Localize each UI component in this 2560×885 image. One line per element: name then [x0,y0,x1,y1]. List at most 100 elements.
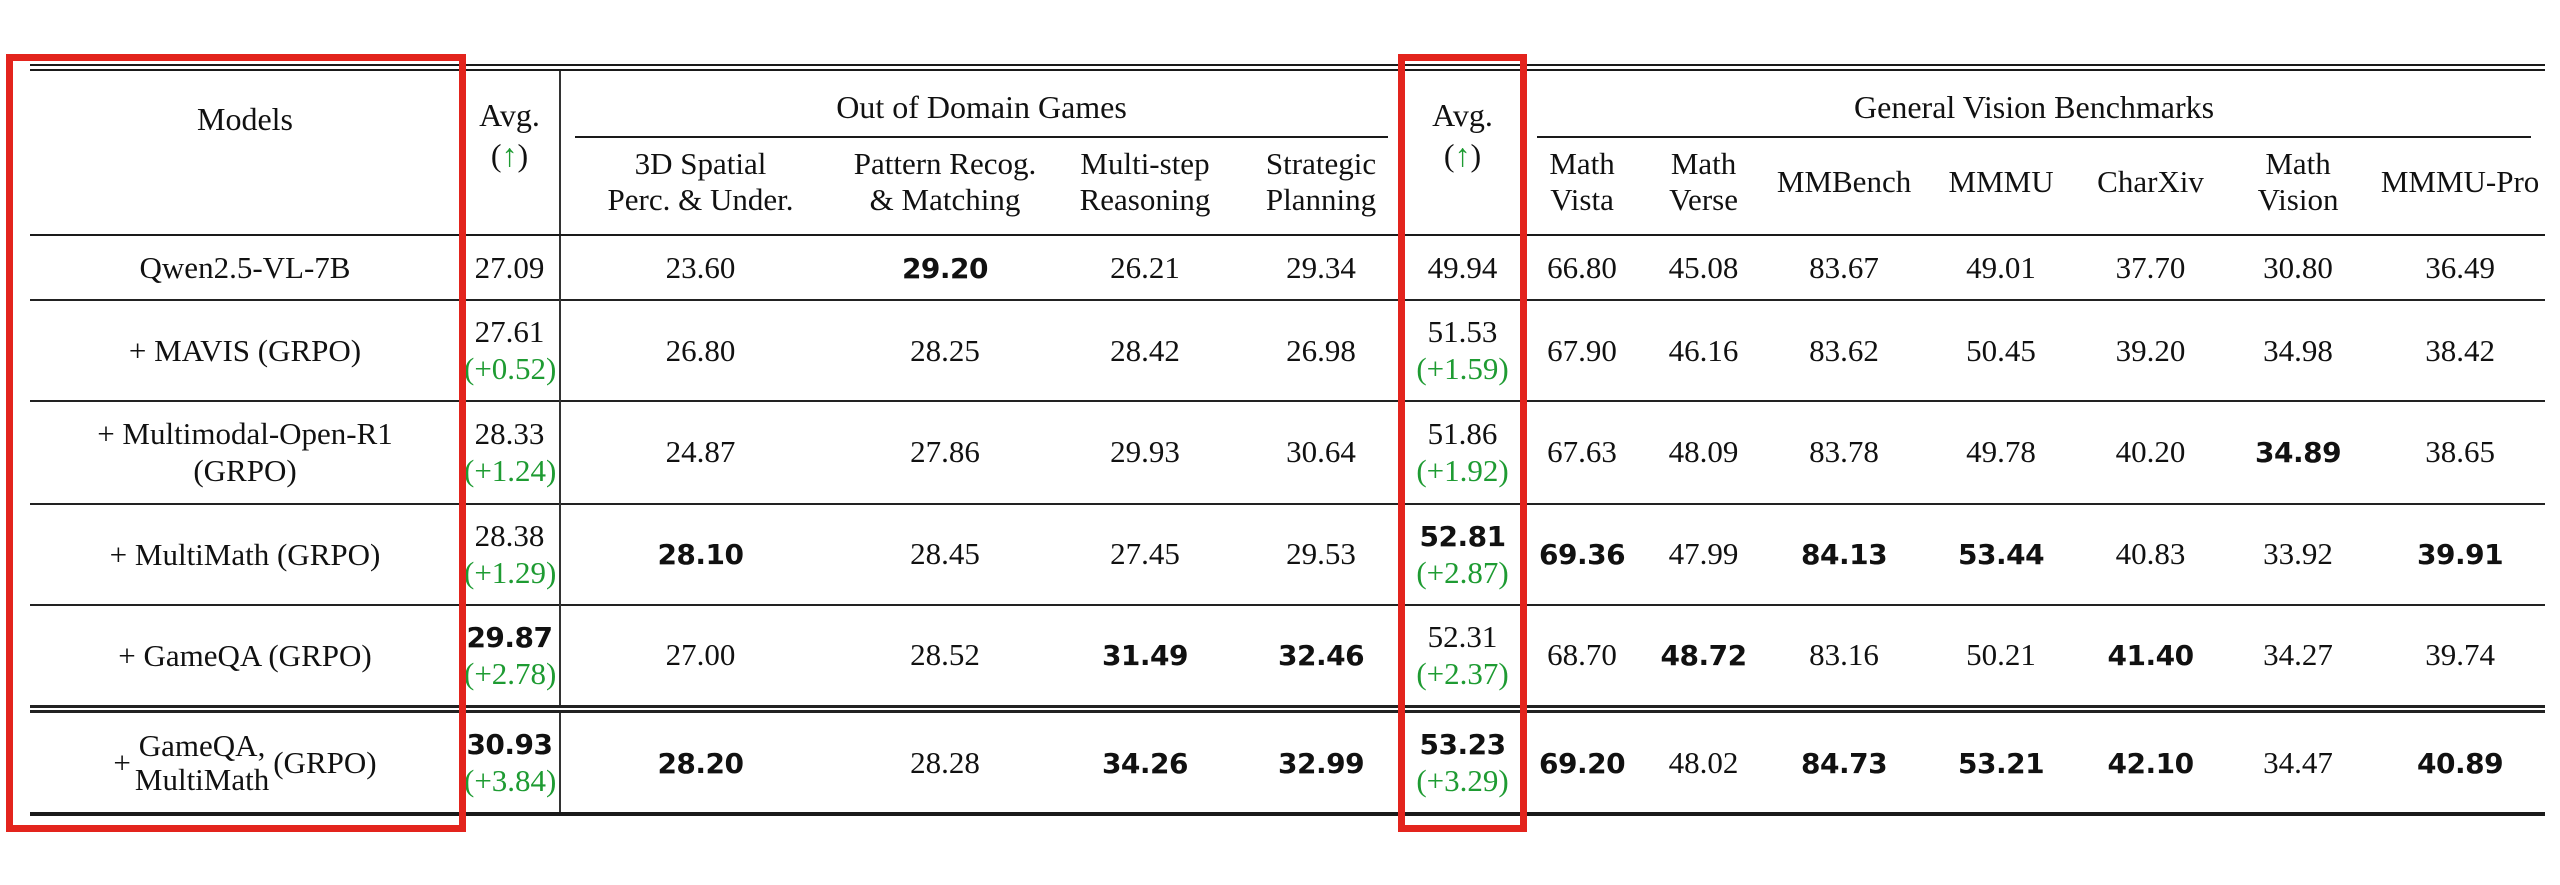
score-value: 40.83 [2115,536,2186,572]
score-value: 23.60 [665,249,736,285]
model-name-cell: + Multimodal-Open-R1 (GRPO) [30,400,460,504]
score-cell: 27.86 [840,400,1050,504]
score-value: 34.26 [1101,746,1189,780]
avg-games-header: Avg. (↑) [460,67,560,236]
score-cell: 36.49 [2375,235,2545,300]
column-header-mmmu: MMMU [1922,138,2081,236]
score-cell: 38.42 [2375,299,2546,402]
score-value: 27.61 [474,314,545,350]
score-value: 51.86 [1427,415,1498,451]
score-cell: 34.47 [2221,705,2376,815]
score-value: 66.80 [1547,249,1617,285]
delta-value: (+1.59) [1416,351,1509,387]
score-cell: 27.09 [460,235,560,300]
score-cell: 29.20 [840,235,1050,300]
score-value: 33.92 [2263,536,2333,572]
column-header-mathvision: Math Vision [2221,138,2376,236]
score-cell: 28.28 [840,705,1050,815]
score-value: 51.53 [1427,314,1498,350]
score-cell: 28.25 [840,299,1050,402]
delta-value: (+1.29) [464,554,557,590]
score-cell: 49.78 [1922,400,2081,504]
vision-group-label: General Vision Benchmarks [1854,89,2215,125]
delta-value: (+2.78) [464,655,557,691]
score-value: 48.72 [1660,639,1748,673]
score-value: 28.20 [657,746,744,780]
score-cell: 46.16 [1641,299,1767,402]
score-value: 28.28 [910,744,980,780]
model-name-line: GameQA, [138,728,266,764]
games-group-label: Out of Domain Games [836,89,1127,125]
table-row: Qwen2.5-VL-7B 27.09 23.60 29.20 26.21 29.34 49… [30,234,2545,301]
score-cell: 50.21 [1922,603,2081,710]
score-value: 30.64 [1286,434,1356,470]
score-value: 46.16 [1668,332,1739,368]
models-header-label: Models [197,101,293,137]
score-value: 28.33 [474,415,545,451]
score-value: 49.01 [1966,249,2036,285]
score-value: 29.93 [1110,434,1180,470]
model-name-line: (GRPO) [193,453,297,489]
score-cell: 67.90 [1523,299,1642,402]
score-cell: 32.46 [1240,603,1403,710]
score-value: 49.94 [1427,249,1498,285]
column-header-mmmu-pro: MMMU-Pro [2375,138,2546,236]
score-value: 38.42 [2425,332,2495,368]
table-row: + MAVIS (GRPO) 27.61 (+0.52) 26.80 28.25 28.4… [30,299,2546,402]
score-cell: 51.53 (+1.59) [1402,299,1524,402]
score-value: 49.78 [1966,434,2036,470]
column-header-multi-step: Multi-step Reasoning [1050,138,1240,236]
score-value: 84.13 [1801,538,1888,572]
model-name-line: + GameQA (GRPO) [118,637,372,673]
score-value: 29.20 [901,251,989,285]
score-cell: 34.89 [2221,400,2376,504]
score-value: 83.67 [1809,249,1879,285]
score-cell: 33.92 [2221,502,2376,605]
score-cell: 69.20 [1523,705,1642,815]
score-cell: 48.09 [1641,400,1767,504]
vision-group-rule [1537,136,2532,138]
score-cell: 84.13 [1766,502,1923,605]
score-value: 26.80 [665,332,736,368]
score-value: 69.20 [1539,746,1626,780]
score-value: 27.86 [910,434,980,470]
delta-value: (+0.52) [464,351,557,387]
score-value: 29.34 [1286,249,1356,285]
results-table: Models Avg. (↑) Out of Domain Games Avg.… [30,64,2546,817]
score-value: 28.52 [910,637,980,673]
score-value: 53.21 [1958,746,2045,780]
score-cell: 39.74 [2375,603,2546,710]
avg-games-label: Avg. [479,97,540,133]
column-header-mathverse: Math Verse [1641,138,1767,236]
score-cell: 28.20 [559,705,840,815]
score-cell: 48.72 [1641,603,1767,710]
page: Models Avg. (↑) Out of Domain Games Avg.… [0,54,2560,885]
model-name-cell: + GameQA (GRPO) [30,603,460,710]
score-cell: 48.02 [1641,705,1767,815]
score-value: 48.09 [1668,434,1739,470]
score-value: 30.93 [466,728,553,762]
score-value: 40.89 [2417,746,2504,780]
score-value: 68.70 [1547,637,1617,673]
delta-value: (+2.37) [1416,655,1509,691]
score-cell: 29.93 [1050,400,1240,504]
score-cell: 40.89 [2375,705,2546,815]
score-value: 34.89 [2255,436,2342,470]
score-cell: 53.44 [1922,502,2081,605]
avg-games-arrow: (↑) [490,137,529,173]
score-cell: 38.65 [2375,400,2546,504]
score-value: 39.74 [2425,637,2495,673]
score-value: 84.73 [1801,746,1888,780]
score-cell: 28.38 (+1.29) [460,502,560,605]
score-cell: 49.94 [1402,235,1523,300]
score-value: 37.70 [2115,249,2186,285]
score-value: 28.42 [1110,332,1180,368]
avg-vision-label: Avg. [1432,97,1493,133]
score-value: 38.65 [2425,434,2495,470]
score-value: 29.53 [1286,536,1356,572]
score-cell: 53.21 [1922,705,2081,815]
score-value: 32.46 [1277,639,1365,673]
column-header-3d-spatial: 3D Spatial Perc. & Under. [559,138,840,236]
delta-value: (+3.84) [464,763,557,799]
score-cell: 41.40 [2080,603,2222,710]
